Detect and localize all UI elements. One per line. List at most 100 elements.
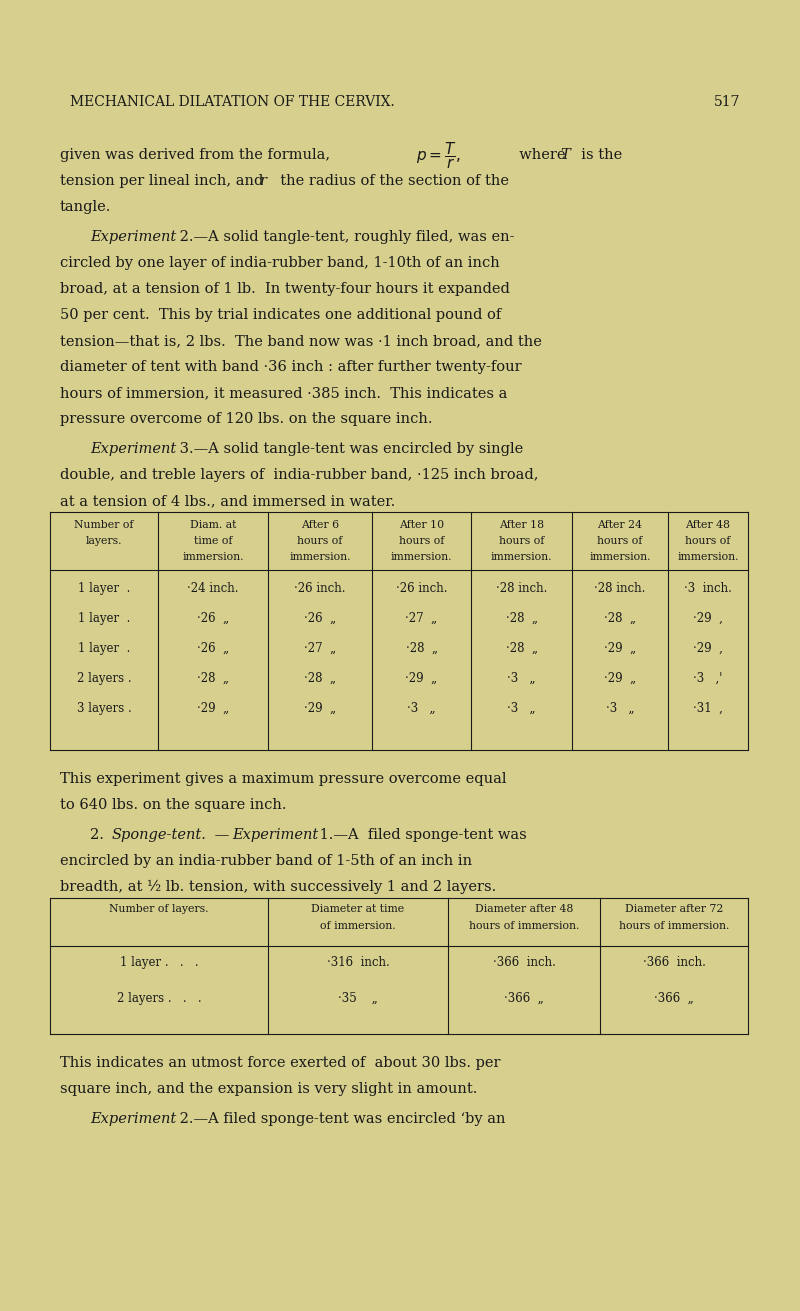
Text: ·29  „: ·29 „ [604,642,636,656]
Text: Diameter after 72: Diameter after 72 [625,905,723,914]
Text: 50 per cent.  This by trial indicates one additional pound of: 50 per cent. This by trial indicates one… [60,308,502,323]
Text: After 48: After 48 [686,520,730,530]
Text: 2 layers .   .   .: 2 layers . . . [117,992,202,1006]
Text: hours of: hours of [298,536,342,545]
Text: ·3   „: ·3 „ [507,701,536,714]
Text: tension per lineal inch, and: tension per lineal inch, and [60,174,273,187]
Text: After 18: After 18 [499,520,544,530]
Text: ·3   „: ·3 „ [606,701,634,714]
Text: Number of: Number of [74,520,134,530]
Text: ·26  „: ·26 „ [197,642,229,656]
Text: breadth, at ½ lb. tension, with successively 1 and 2 layers.: breadth, at ½ lb. tension, with successi… [60,880,496,894]
Text: tangle.: tangle. [60,201,111,214]
Text: hours of: hours of [399,536,444,545]
Text: ·28  „: ·28 „ [304,673,336,686]
Text: circled by one layer of india-rubber band, 1-10th of an inch: circled by one layer of india-rubber ban… [60,256,500,270]
Text: hours of: hours of [686,536,730,545]
Text: diameter of tent with band ·36 inch : after further twenty-four: diameter of tent with band ·36 inch : af… [60,361,522,374]
Text: ·29  „: ·29 „ [604,673,636,686]
Text: of immersion.: of immersion. [320,922,396,931]
Text: ·27  „: ·27 „ [304,642,336,656]
Text: ·3  inch.: ·3 inch. [684,582,732,595]
Text: ·366  „: ·366 „ [654,992,694,1006]
Text: 1 layer .   .   .: 1 layer . . . [120,956,198,969]
Text: After 10: After 10 [399,520,444,530]
Text: ·29  ,: ·29 , [693,642,723,656]
Text: 2.: 2. [90,829,109,842]
Text: Number of layers.: Number of layers. [110,905,209,914]
Text: ·28  „: ·28 „ [506,642,538,656]
Text: ·28  „: ·28 „ [197,673,229,686]
Text: This indicates an utmost force exerted of  about 30 lbs. per: This indicates an utmost force exerted o… [60,1055,501,1070]
Text: ·3   ,': ·3 ,' [694,673,722,686]
Text: 3 layers .: 3 layers . [77,701,131,714]
Text: After 24: After 24 [598,520,642,530]
Text: Diameter at time: Diameter at time [311,905,405,914]
Text: immersion.: immersion. [182,552,244,562]
Text: at a tension of 4 lbs., and immersed in water.: at a tension of 4 lbs., and immersed in … [60,494,395,507]
Text: hours of: hours of [499,536,544,545]
Text: ·27  „: ·27 „ [406,612,438,625]
Text: ·3   „: ·3 „ [407,701,436,714]
Text: Experiment: Experiment [90,229,176,244]
Text: pressure overcome of 120 lbs. on the square inch.: pressure overcome of 120 lbs. on the squ… [60,412,433,426]
Text: T: T [560,148,570,163]
Text: Diameter after 48: Diameter after 48 [475,905,573,914]
Text: ·28 inch.: ·28 inch. [594,582,646,595]
Text: where: where [510,148,574,163]
Text: time of: time of [194,536,232,545]
Text: is the: is the [572,148,622,163]
Text: MECHANICAL DILATATION OF THE CERVIX.: MECHANICAL DILATATION OF THE CERVIX. [70,94,394,109]
Text: 3.—A solid tangle-tent was encircled by single: 3.—A solid tangle-tent was encircled by … [175,442,523,456]
Text: ·31  ,: ·31 , [693,701,723,714]
Text: the radius of the section of the: the radius of the section of the [271,174,509,187]
Text: 2.—A solid tangle-tent, roughly filed, was en-: 2.—A solid tangle-tent, roughly filed, w… [175,229,514,244]
Text: 517: 517 [714,94,740,109]
Text: ·28  „: ·28 „ [406,642,438,656]
Text: square inch, and the expansion is very slight in amount.: square inch, and the expansion is very s… [60,1082,478,1096]
Text: ·35    „: ·35 „ [338,992,378,1006]
Text: tension—that is, 2 lbs.  The band now was ·1 inch broad, and the: tension—that is, 2 lbs. The band now was… [60,334,542,347]
Text: 1.—A  filed sponge-tent was: 1.—A filed sponge-tent was [315,829,526,842]
Text: encircled by an india-rubber band of 1-5th of an inch in: encircled by an india-rubber band of 1-5… [60,853,472,868]
Text: ·28 inch.: ·28 inch. [496,582,547,595]
Text: ·366  inch.: ·366 inch. [642,956,706,969]
Text: ·316  inch.: ·316 inch. [326,956,390,969]
Text: immersion.: immersion. [390,552,452,562]
Text: immersion.: immersion. [490,552,552,562]
Text: ·29  ,: ·29 , [693,612,723,625]
Text: ·366  „: ·366 „ [504,992,544,1006]
Text: 1 layer  .: 1 layer . [78,642,130,656]
Text: immersion.: immersion. [290,552,350,562]
Text: 1 layer  .: 1 layer . [78,612,130,625]
Text: r: r [260,174,267,187]
Text: hours of immersion.: hours of immersion. [619,922,729,931]
Text: immersion.: immersion. [590,552,650,562]
Text: ·366  inch.: ·366 inch. [493,956,555,969]
Text: double, and treble layers of  india-rubber band, ·125 inch broad,: double, and treble layers of india-rubbe… [60,468,538,482]
Text: 2 layers .: 2 layers . [77,673,131,686]
Text: given was derived from the formula,: given was derived from the formula, [60,148,339,163]
Text: After 6: After 6 [301,520,339,530]
Text: ·26  „: ·26 „ [197,612,229,625]
Text: ·26 inch.: ·26 inch. [294,582,346,595]
Text: hours of: hours of [598,536,642,545]
Text: ·28  „: ·28 „ [604,612,636,625]
Text: Sponge-tent.: Sponge-tent. [112,829,207,842]
Text: ·24 inch.: ·24 inch. [187,582,238,595]
Text: ·3   „: ·3 „ [507,673,536,686]
Text: hours of immersion, it measured ·385 inch.  This indicates a: hours of immersion, it measured ·385 inc… [60,385,507,400]
Text: ·26 inch.: ·26 inch. [396,582,447,595]
Text: —: — [210,829,234,842]
Text: broad, at a tension of 1 lb.  In twenty-four hours it expanded: broad, at a tension of 1 lb. In twenty-f… [60,282,510,296]
Text: Experiment: Experiment [90,442,176,456]
Text: 1 layer  .: 1 layer . [78,582,130,595]
Text: layers.: layers. [86,536,122,545]
Text: ·29  „: ·29 „ [406,673,438,686]
Text: to 640 lbs. on the square inch.: to 640 lbs. on the square inch. [60,798,286,812]
Text: hours of immersion.: hours of immersion. [469,922,579,931]
Text: immersion.: immersion. [678,552,738,562]
Text: 2.—A filed sponge-tent was encircled ‘by an: 2.—A filed sponge-tent was encircled ‘by… [175,1112,506,1126]
Text: ·26  „: ·26 „ [304,612,336,625]
Text: ·29  „: ·29 „ [304,701,336,714]
